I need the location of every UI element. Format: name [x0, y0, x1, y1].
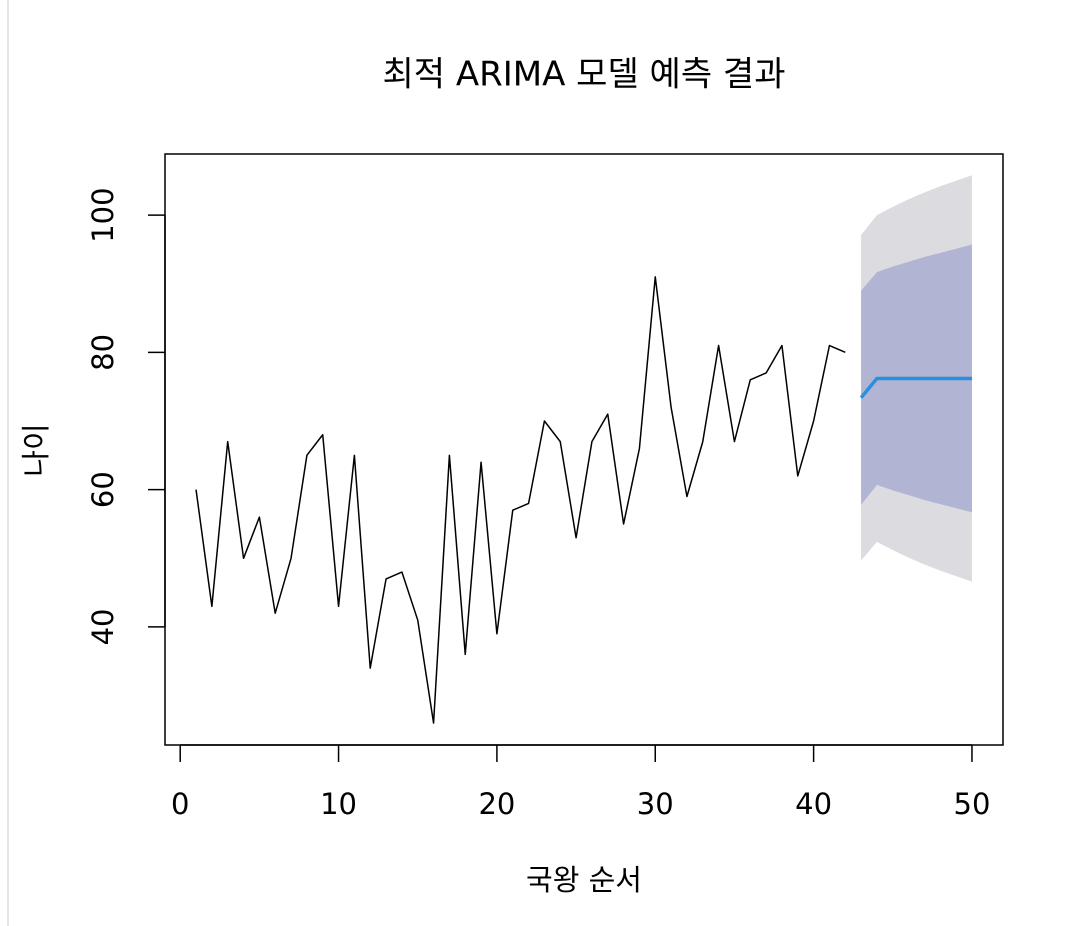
- x-tick-label: 10: [320, 787, 357, 821]
- series-line: [859, 376, 972, 399]
- x-tick-label: 20: [478, 787, 515, 821]
- chart-title: 최적 ARIMA 모델 예측 결과: [383, 55, 786, 95]
- y-tick-label: 60: [86, 471, 120, 508]
- x-tick-label: 30: [637, 787, 674, 821]
- x-axis-label: 국왕 순서: [526, 863, 642, 897]
- y-tick-label: 100: [86, 187, 120, 242]
- x-tick-label: 40: [795, 787, 832, 821]
- y-axis-label: 나이: [19, 423, 53, 476]
- x-tick-label: 50: [954, 787, 991, 821]
- y-tick-label: 40: [86, 608, 120, 645]
- series-line: [195, 276, 846, 724]
- x-tick-label: 0: [171, 787, 189, 821]
- y-tick-label: 80: [86, 334, 120, 371]
